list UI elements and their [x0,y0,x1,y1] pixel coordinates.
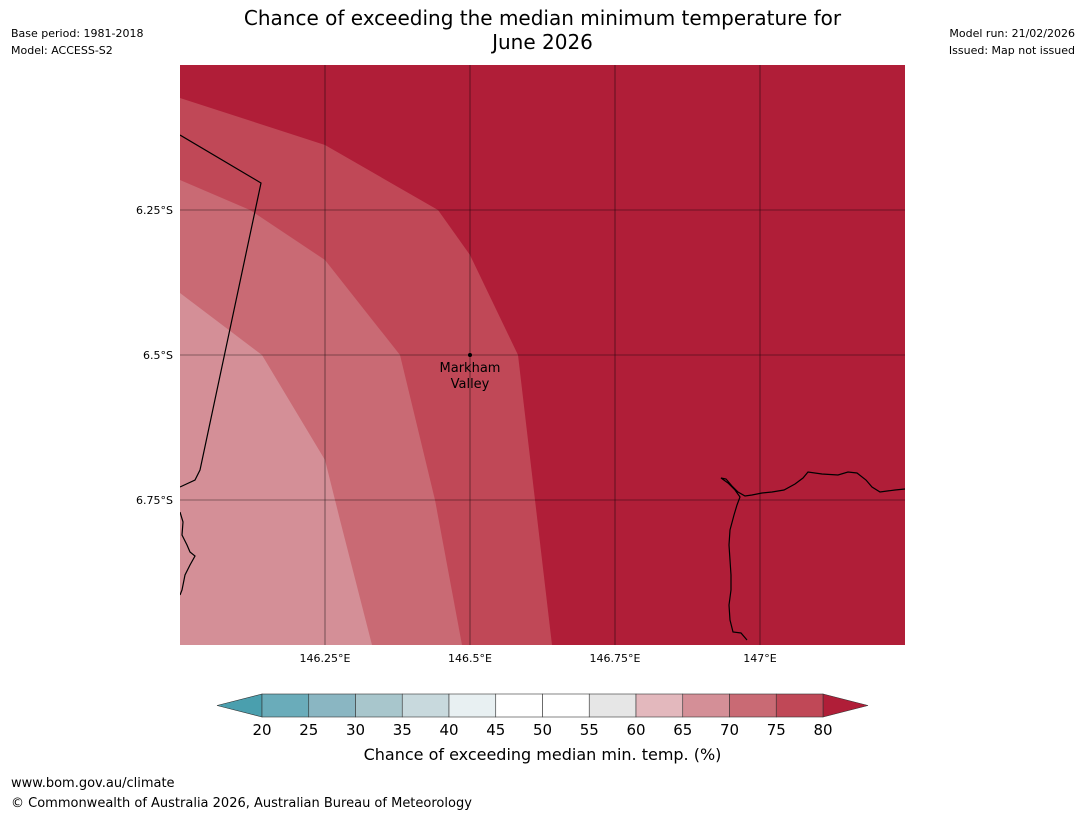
colorbar-tick-label: 75 [767,721,786,739]
x-axis-ticks: 146.25°E 146.5°E 146.75°E 147°E [300,652,777,665]
title-line-2: June 2026 [492,30,593,54]
y-axis-ticks: 6.25°S 6.5°S 6.75°S [136,204,173,507]
colorbar-tick-label: 70 [720,721,739,739]
border-line [180,134,262,488]
graticule [180,65,905,645]
colorbar-tick-label: 20 [252,721,271,739]
colorbar-cell [635,693,684,718]
west-coastline [180,511,196,596]
footer: www.bom.gov.au/climate © Commonwealth of… [11,774,472,814]
colorbar: 20 25 30 35 40 45 50 55 60 65 70 75 80 [216,693,869,739]
colorbar-cell [261,693,310,718]
colorbar-tick-label: 50 [533,721,552,739]
issued-status: Issued: Map not issued [948,44,1075,57]
model-run: Model run: 21/02/2026 [949,27,1075,40]
y-tick-label: 6.75°S [136,494,173,507]
colorbar-cell [448,693,497,718]
footer-copyright: © Commonwealth of Australia 2026, Austra… [11,796,472,811]
model-name: Model: ACCESS-S2 [11,44,113,57]
base-period: Base period: 1981-2018 [11,27,144,40]
band-60-65 [180,293,372,645]
map-area[interactable]: Markham Valley [180,65,905,645]
colorbar-tick-label: 40 [439,721,458,739]
meta-right: Model run: 21/02/2026 Issued: Map not is… [949,25,1075,59]
colorbar-tick-label: 30 [346,721,365,739]
colorbar-left-arrow [216,693,263,718]
x-tick-label: 146.25°E [300,652,351,665]
colorbar-label: Chance of exceeding median min. temp. (%… [363,745,722,764]
colorbar-tick-label: 45 [486,721,505,739]
colorbar-cell [729,693,777,718]
colorbar-cell [775,693,824,718]
colorbar-cell [495,693,543,718]
x-tick-label: 146.5°E [448,652,492,665]
colorbar-cells [261,693,824,718]
colorbar-cell [401,693,450,718]
colorbar-tick-label: 35 [393,721,412,739]
place-marker-dot[interactable] [468,353,472,357]
place-label-line-1: Markham [440,361,501,376]
colorbar-cell [355,693,403,718]
colorbar-cell [682,693,730,718]
y-tick-label: 6.5°S [143,349,173,362]
page-title: Chance of exceeding the median minimum t… [200,6,885,54]
x-tick-label: 147°E [743,652,776,665]
east-coastline [720,471,905,641]
colorbar-cell [308,693,356,718]
colorbar-cell [588,693,637,718]
colorbar-right-arrow [822,693,869,718]
title-line-1: Chance of exceeding the median minimum t… [243,6,842,30]
place-label-line-2: Valley [451,377,490,392]
x-tick-label: 146.75°E [590,652,641,665]
colorbar-cell [542,693,590,718]
y-tick-label: 6.25°S [136,204,173,217]
colorbar-tick-label: 60 [626,721,645,739]
meta-left: Base period: 1981-2018 Model: ACCESS-S2 [11,25,143,59]
colorbar-tick-label: 65 [673,721,692,739]
colorbar-tick-label: 25 [299,721,318,739]
colorbar-ticks: 20 25 30 35 40 45 50 55 60 65 70 75 80 [252,721,832,739]
colorbar-tick-label: 80 [813,721,832,739]
footer-url[interactable]: www.bom.gov.au/climate [11,776,175,791]
colorbar-tick-label: 55 [580,721,599,739]
